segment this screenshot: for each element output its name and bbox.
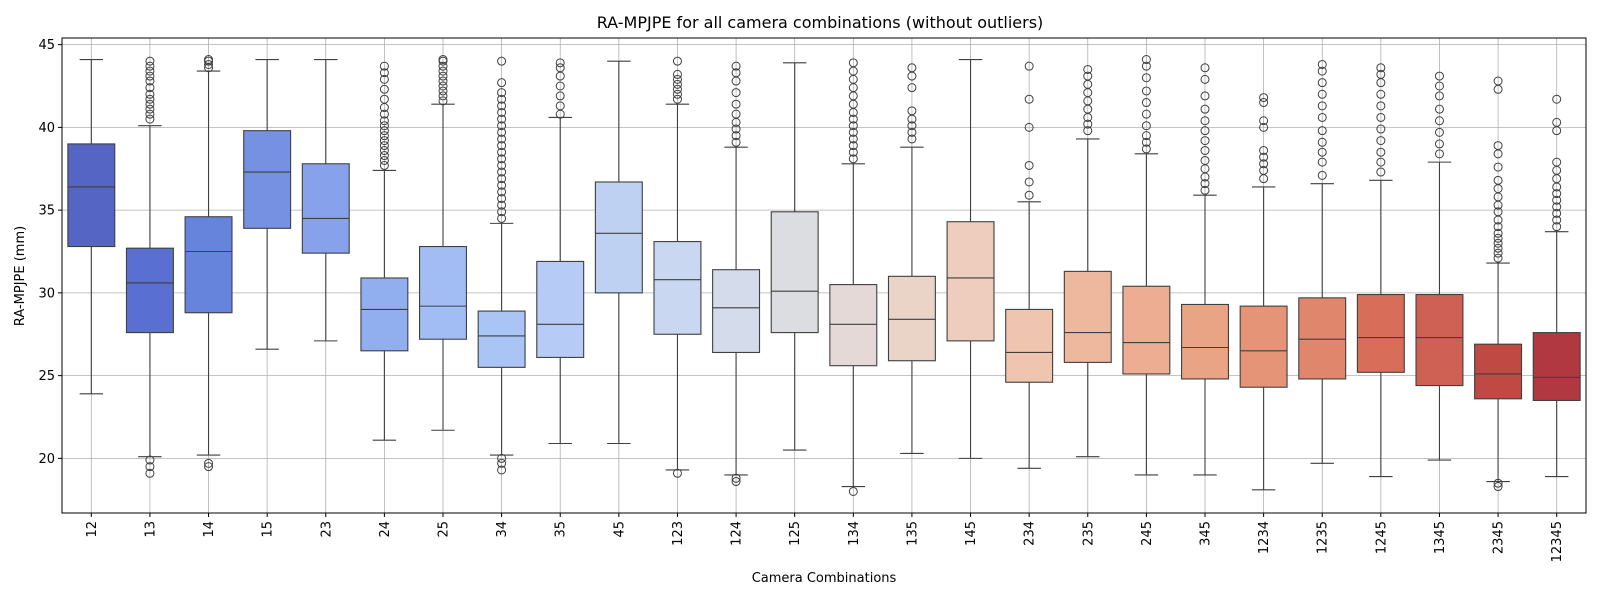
- x-tick-label: 245: [1140, 521, 1155, 546]
- grid: [62, 38, 1586, 513]
- box-45: [595, 61, 642, 443]
- y-axis-label: RA-MPJPE (mm): [13, 226, 28, 326]
- x-tick-label: 1345: [1433, 521, 1448, 554]
- chart-title: RA-MPJPE for all camera combinations (wi…: [597, 13, 1044, 32]
- x-tick-label: 134: [847, 521, 862, 546]
- iqr-box: [1182, 304, 1229, 378]
- iqr-box: [420, 247, 467, 340]
- y-tick-label: 20: [38, 452, 55, 467]
- x-tick-label: 135: [905, 521, 920, 546]
- iqr-box: [888, 276, 935, 360]
- x-tick-label: 35: [554, 521, 569, 538]
- box-245: [1123, 56, 1170, 475]
- box-125: [771, 63, 818, 450]
- iqr-box: [1064, 271, 1111, 362]
- iqr-box: [126, 248, 173, 332]
- x-tick-label: 1234: [1257, 521, 1272, 554]
- box-23: [302, 60, 349, 341]
- x-tick-label: 125: [788, 521, 803, 546]
- x-axis: 12 13 14 15 23 24 25 34 35 45 123 124 125 134 135 145 23…: [85, 513, 1565, 562]
- box-234: [1006, 62, 1053, 468]
- x-tick-label: 123: [671, 521, 686, 546]
- x-tick-label: 34: [495, 521, 510, 538]
- box-14: [185, 56, 232, 471]
- x-tick-label: 12345: [1550, 521, 1565, 562]
- plot-frame: [62, 38, 1586, 513]
- x-tick-label: 15: [261, 521, 276, 538]
- y-axis: 20 25 30 35 40 45: [38, 38, 62, 467]
- x-tick-label: 235: [1081, 521, 1096, 546]
- y-tick-label: 35: [38, 204, 55, 219]
- iqr-box: [1533, 333, 1580, 401]
- x-tick-label: 145: [964, 521, 979, 546]
- iqr-box: [361, 278, 408, 351]
- x-axis-label: Camera Combinations: [752, 571, 897, 586]
- iqr-box: [947, 222, 994, 341]
- x-tick-label: 124: [730, 521, 745, 546]
- iqr-box: [713, 270, 760, 353]
- x-tick-label: 24: [378, 521, 393, 538]
- x-tick-label: 45: [612, 521, 627, 538]
- iqr-box: [1357, 295, 1404, 373]
- box-12: [68, 60, 115, 394]
- y-tick-label: 40: [38, 121, 55, 136]
- x-tick-label: 13: [143, 521, 158, 538]
- iqr-box: [537, 261, 584, 357]
- iqr-box: [68, 144, 115, 247]
- iqr-box: [1475, 344, 1522, 399]
- y-tick-label: 30: [38, 286, 55, 301]
- x-tick-label: 23: [319, 521, 334, 538]
- x-tick-label: 14: [202, 521, 217, 538]
- iqr-box: [595, 182, 642, 293]
- x-tick-label: 2345: [1492, 521, 1507, 554]
- iqr-box: [1123, 286, 1170, 374]
- iqr-box: [185, 217, 232, 313]
- iqr-box: [830, 285, 877, 366]
- iqr-box: [478, 311, 525, 367]
- iqr-box: [654, 242, 701, 335]
- box-15: [244, 60, 291, 350]
- boxes: [68, 56, 1580, 496]
- x-tick-label: 345: [1199, 521, 1214, 546]
- y-tick-label: 25: [38, 369, 55, 384]
- iqr-box: [1240, 306, 1287, 387]
- iqr-box: [771, 212, 818, 333]
- box-123: [654, 57, 701, 477]
- x-tick-label: 1245: [1374, 521, 1389, 554]
- iqr-box: [1416, 295, 1463, 386]
- iqr-box: [244, 131, 291, 229]
- x-tick-label: 12: [85, 521, 100, 538]
- x-tick-label: 25: [437, 521, 452, 538]
- iqr-box: [1006, 309, 1053, 382]
- x-tick-label: 1235: [1316, 521, 1331, 554]
- iqr-box: [1299, 298, 1346, 379]
- iqr-box: [302, 164, 349, 253]
- y-tick-label: 45: [38, 38, 55, 53]
- box-145: [947, 60, 994, 459]
- box-1234: [1240, 94, 1287, 490]
- x-tick-label: 234: [1023, 521, 1038, 546]
- box-25: [420, 56, 467, 431]
